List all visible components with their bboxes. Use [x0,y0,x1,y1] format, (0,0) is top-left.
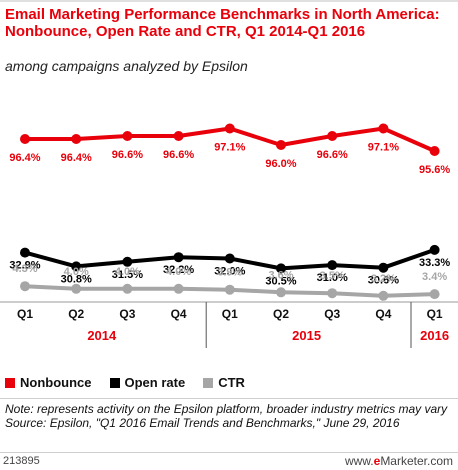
chart-id: 213895 [3,455,40,467]
data-label-nonbounce-1: 96.4% [61,152,92,164]
point-ctr-2 [122,283,133,294]
point-open-rate-8 [429,244,440,255]
data-label-nonbounce-3: 96.6% [163,149,194,161]
point-nonbounce-8 [429,146,440,156]
brand-e: e [373,454,381,468]
data-label-nonbounce-6: 96.6% [317,149,348,161]
legend-item-open-rate: Open rate [109,375,186,390]
footer-divider [0,452,458,453]
legend-item-ctr: CTR [203,375,245,390]
point-nonbounce-2 [122,131,133,141]
x-tick-label-8: Q1 [427,307,443,321]
legend-item-nonbounce: Nonbounce [5,375,92,390]
point-ctr-7 [378,290,389,301]
point-nonbounce-7 [378,123,389,134]
x-tick-label-3: Q4 [171,307,187,321]
legend-label-open-rate: Open rate [124,375,186,390]
data-label-open-rate-1: 30.8% [61,273,92,285]
point-nonbounce-6 [327,131,338,141]
point-ctr-4 [224,284,235,295]
point-open-rate-6 [327,260,338,271]
point-open-rate-7 [378,262,389,273]
data-label-ctr-5: 3.6% [268,269,293,281]
data-label-ctr-4: 3.9% [217,267,242,279]
data-label-ctr-2: 4.0% [115,266,140,278]
chart-notes: Note: represents activity on the Epsilon… [5,402,455,430]
point-nonbounce-1 [71,134,82,144]
legend-label-ctr: CTR [218,375,245,390]
data-label-open-rate-3: 32.2% [163,264,194,276]
point-open-rate-1 [71,261,82,272]
year-label-2016: 2016 [420,328,449,343]
brand-prefix: www. [344,454,374,468]
data-label-ctr-8: 3.4% [422,271,447,283]
x-tick-label-5: Q2 [273,307,289,321]
point-ctr-3 [173,283,184,294]
legend-swatch-ctr [203,377,214,388]
data-label-open-rate-5: 30.5% [265,275,296,287]
data-label-open-rate-2: 31.5% [112,269,143,281]
data-label-nonbounce-2: 96.6% [112,149,143,161]
data-label-open-rate-7: 30.6% [368,275,399,287]
data-label-nonbounce-8: 95.6% [419,164,450,176]
data-label-open-rate-0: 32.9% [9,260,40,272]
x-tick-label-0: Q1 [17,307,33,321]
legend: Nonbounce Open rate CTR [5,375,245,390]
chart-title: Email Marketing Performance Benchmarks i… [5,6,440,40]
legend-divider [0,398,458,399]
year-label-2015: 2015 [292,328,321,343]
point-nonbounce-3 [173,131,184,141]
point-nonbounce-0 [20,134,30,144]
data-label-ctr-6: 3.5% [320,270,345,282]
point-ctr-6 [327,288,338,299]
point-open-rate-2 [122,256,133,267]
data-label-ctr-7: 3.2% [371,273,396,285]
top-rule [0,0,458,2]
data-label-open-rate-4: 32.0% [214,266,245,278]
point-open-rate-0 [20,247,30,258]
x-tick-label-2: Q3 [119,307,135,321]
point-ctr-1 [71,283,82,294]
legend-swatch-open-rate [109,377,120,388]
legend-swatch-nonbounce [5,377,15,388]
x-tick-label-4: Q1 [222,307,238,321]
data-label-open-rate-6: 31.0% [317,272,348,284]
line-chart: 96.4% 96.4% 96.6% 96.6% 97.1% 96.0% 96.6% 97.1%… [0,123,458,348]
data-label-ctr-3: 4.0% [166,266,191,278]
point-nonbounce-5 [276,140,286,150]
note-text: Note: represents activity on the Epsilon… [5,402,448,416]
data-label-nonbounce-7: 97.1% [368,142,399,154]
point-ctr-5 [276,287,286,298]
source-text: Source: Epsilon, "Q1 2016 Email Trends a… [5,416,400,430]
data-label-nonbounce-4: 97.1% [214,142,245,154]
brand-rest: Marketer.com [380,454,453,468]
x-tick-label-6: Q3 [324,307,340,321]
point-open-rate-3 [173,252,184,263]
x-tick-label-7: Q4 [375,307,391,321]
data-label-open-rate-8: 33.3% [419,257,450,269]
point-ctr-8 [429,289,440,300]
data-label-ctr-0: 4.3% [12,263,37,275]
brand-link[interactable]: www.eMarketer.com [345,454,453,468]
point-nonbounce-4 [224,123,235,134]
point-open-rate-4 [224,253,235,264]
x-tick-label-1: Q2 [68,307,84,321]
point-open-rate-5 [276,263,286,274]
year-label-2014: 2014 [87,328,117,343]
data-label-ctr-1: 4.0% [64,266,89,278]
data-label-nonbounce-5: 96.0% [265,158,296,170]
chart-subtitle: among campaigns analyzed by Epsilon [5,58,248,74]
legend-label-nonbounce: Nonbounce [20,375,92,390]
point-ctr-0 [20,281,30,292]
data-label-nonbounce-0: 96.4% [9,152,40,164]
